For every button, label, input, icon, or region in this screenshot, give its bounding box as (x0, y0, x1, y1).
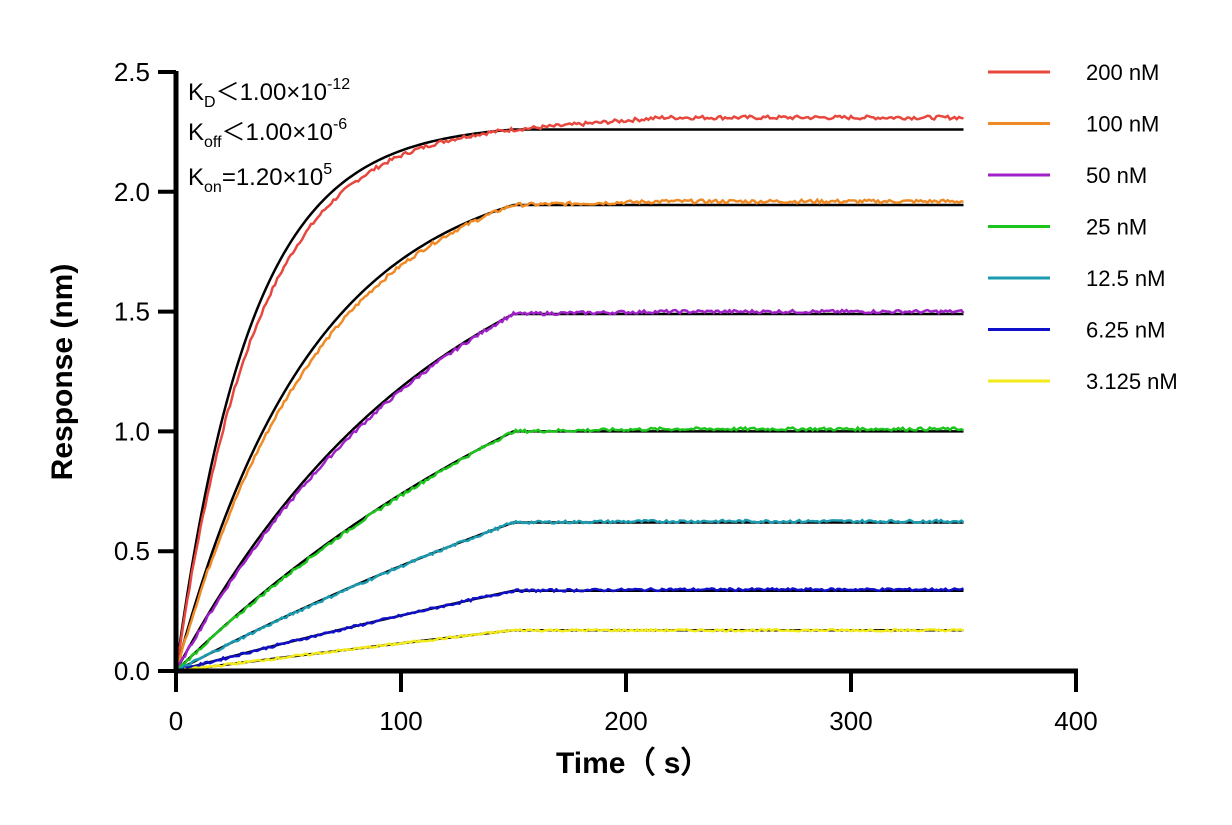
legend-label: 12.5 nM (1086, 266, 1166, 291)
data-curve (174, 114, 964, 672)
legend-label: 200 nM (1086, 60, 1159, 85)
y-tick-label: 1.5 (114, 297, 150, 327)
legend-label: 25 nM (1086, 215, 1147, 240)
data-curves (174, 114, 965, 673)
legend: 200 nM 100 nM 50 nM 25 nM 12.5 nM 6.25 nM 3.12… (988, 60, 1178, 394)
fit-curve (175, 629, 964, 673)
x-tick-label: 200 (604, 706, 647, 736)
legend-label: 100 nM (1086, 112, 1159, 137)
data-curve (175, 425, 965, 672)
legend-label: 6.25 nM (1086, 318, 1166, 343)
data-curve (174, 308, 965, 672)
data-curve (175, 627, 964, 673)
y-tick-label: 0.0 (114, 656, 150, 686)
fit-curve (174, 312, 964, 672)
y-tick-label: 2.0 (114, 177, 150, 207)
koff-annotation: Koff＜1.00×10-6 (188, 116, 347, 151)
fit-curve (175, 521, 964, 673)
x-axis-ticks: 0 100 200 300 400 (169, 671, 1098, 736)
data-curve (175, 518, 965, 672)
kinetic-constants: KD＜1.00×10-12 Koff＜1.00×10-6 Kon=1.20×10… (188, 76, 350, 196)
fit-curve (174, 203, 964, 672)
y-tick-label: 0.5 (114, 536, 150, 566)
kon-annotation: Kon=1.20×105 (188, 161, 332, 196)
x-tick-label: 100 (379, 706, 422, 736)
y-axis-title: Response (nm) (46, 264, 79, 481)
data-curve (175, 586, 964, 673)
x-axis-title: Time（ s） (556, 746, 711, 780)
fit-curve (175, 430, 964, 672)
y-tick-label: 1.0 (114, 416, 150, 446)
legend-label: 50 nM (1086, 163, 1147, 188)
data-curve (174, 197, 964, 670)
kd-annotation: KD＜1.00×10-12 (188, 76, 350, 111)
x-tick-label: 300 (829, 706, 872, 736)
x-tick-label: 0 (169, 706, 183, 736)
x-tick-label: 400 (1054, 706, 1097, 736)
y-tick-label: 2.5 (114, 57, 150, 87)
legend-label: 3.125 nM (1086, 369, 1178, 394)
y-axis-ticks: 0.0 0.5 1.0 1.5 2.0 2.5 (114, 57, 176, 686)
fit-curve (174, 128, 964, 672)
